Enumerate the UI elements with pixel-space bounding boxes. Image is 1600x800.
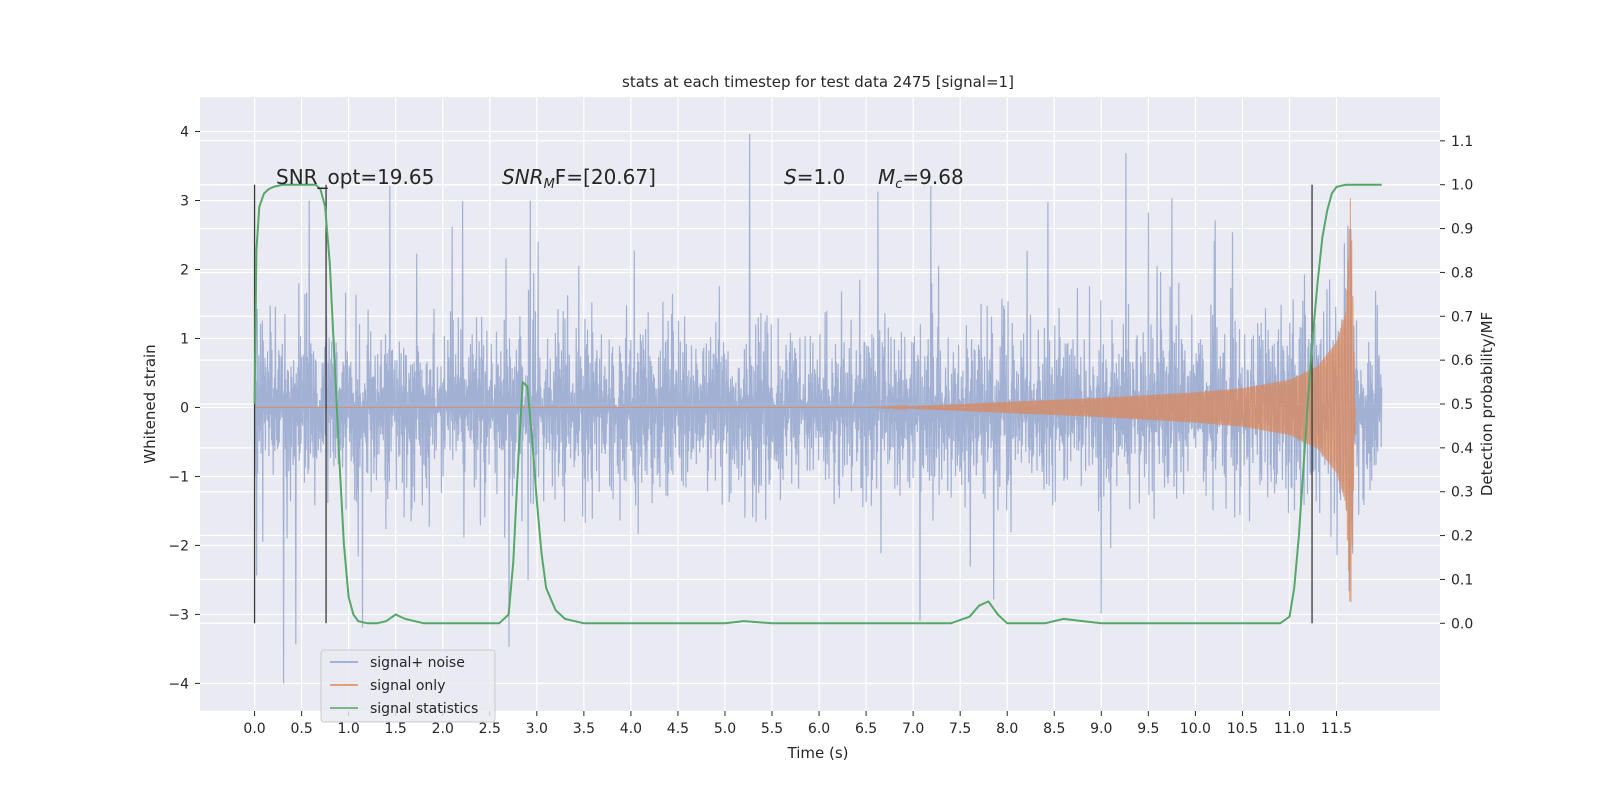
y-axis-label-right: Detection probability/MF	[1478, 312, 1496, 496]
x-tick-label-0: 0.0	[243, 721, 265, 737]
annotation-s-symbol: S	[784, 165, 797, 189]
chart-title: stats at each timestep for test data 247…	[622, 73, 1014, 91]
x-tick-label-17: 8.5	[1043, 721, 1065, 737]
y-axis-right-ticks: 1.1 1.0 0.9 0.8 0.7 0.6 0.5 0.4 0.3 0.2 0.1 0.0	[1440, 134, 1473, 632]
x-tick-label-1: 0.5	[290, 721, 312, 737]
x-tick-label-23: 11.5	[1321, 721, 1352, 737]
x-tick-label-10: 5.0	[714, 721, 736, 737]
x-tick-label-9: 4.5	[667, 721, 689, 737]
annotation-snr-mf-prefix: SNR	[502, 165, 544, 189]
x-tick-label-13: 6.5	[855, 721, 877, 737]
x-tick-label-2: 1.0	[338, 721, 360, 737]
y-tick-label-1: 3	[180, 193, 189, 209]
x-tick-label-14: 7.0	[902, 721, 924, 737]
y2-tick-label-9: 0.2	[1451, 529, 1473, 545]
y2-tick-label-6: 0.5	[1451, 397, 1473, 413]
x-tick-label-16: 8.0	[996, 721, 1018, 737]
x-tick-label-5: 2.5	[479, 721, 501, 737]
legend-label-signal-noise: signal+ noise	[370, 655, 465, 671]
y-tick-label-3: 1	[180, 331, 189, 347]
x-tick-label-4: 2.0	[432, 721, 454, 737]
annotation-mc-symbol: M	[878, 165, 895, 189]
y-tick-label-5: −1	[168, 469, 189, 485]
annotation-snr-mf: SNRMF=[20.67]	[502, 165, 656, 192]
y2-tick-label-1: 1.0	[1451, 178, 1473, 194]
annotation-mc-value: =9.68	[902, 165, 963, 189]
annotation-snr-mf-suffix: F=[20.67]	[555, 165, 656, 189]
y2-tick-label-10: 0.1	[1451, 572, 1473, 588]
y2-tick-label-8: 0.3	[1451, 485, 1473, 501]
x-tick-label-19: 9.5	[1137, 721, 1159, 737]
y-tick-label-4: 0	[180, 400, 189, 416]
x-tick-label-11: 5.5	[761, 721, 783, 737]
x-tick-label-15: 7.5	[949, 721, 971, 737]
y-tick-label-2: 2	[180, 262, 189, 278]
annotation-snr-opt: SNR_opt=19.65	[276, 165, 434, 189]
y-tick-label-8: −4	[168, 676, 189, 692]
x-tick-label-21: 10.5	[1227, 721, 1258, 737]
legend-label-signal-statistics: signal statistics	[370, 701, 478, 717]
y2-tick-label-4: 0.7	[1451, 309, 1473, 325]
x-tick-label-8: 4.0	[620, 721, 642, 737]
x-tick-label-3: 1.5	[385, 721, 407, 737]
annotation-mc-sub: c	[895, 177, 902, 192]
y-tick-label-6: −2	[168, 538, 189, 554]
y-tick-label-7: −3	[168, 607, 189, 623]
y2-tick-label-3: 0.8	[1451, 265, 1473, 281]
x-tick-label-18: 9.0	[1090, 721, 1112, 737]
annotation-s-value: =1.0	[797, 165, 846, 189]
x-tick-label-6: 3.0	[526, 721, 548, 737]
annotation-snr-mf-sub: M	[544, 177, 555, 192]
y-axis-label-left: Whitened strain	[141, 344, 159, 463]
x-axis-label: Time (s)	[787, 744, 849, 762]
legend: signal+ noise signal only signal statist…	[321, 650, 495, 722]
y2-tick-label-11: 0.0	[1451, 616, 1473, 632]
annotation-mc: Mc=9.68	[878, 165, 964, 192]
x-tick-label-22: 11.0	[1274, 721, 1305, 737]
y2-tick-label-2: 0.9	[1451, 222, 1473, 238]
x-tick-label-12: 6.0	[808, 721, 830, 737]
y-axis-left-ticks: 4 3 2 1 0 −1 −2 −3 −4	[168, 124, 200, 692]
y-tick-label-0: 4	[180, 124, 189, 140]
y2-tick-label-7: 0.4	[1451, 441, 1473, 457]
y2-tick-label-5: 0.6	[1451, 353, 1473, 369]
legend-label-signal-only: signal only	[370, 678, 445, 694]
x-tick-label-7: 3.5	[573, 721, 595, 737]
y2-tick-label-0: 1.1	[1451, 134, 1473, 150]
annotation-s: S=1.0	[784, 165, 845, 189]
x-tick-label-20: 10.0	[1180, 721, 1211, 737]
